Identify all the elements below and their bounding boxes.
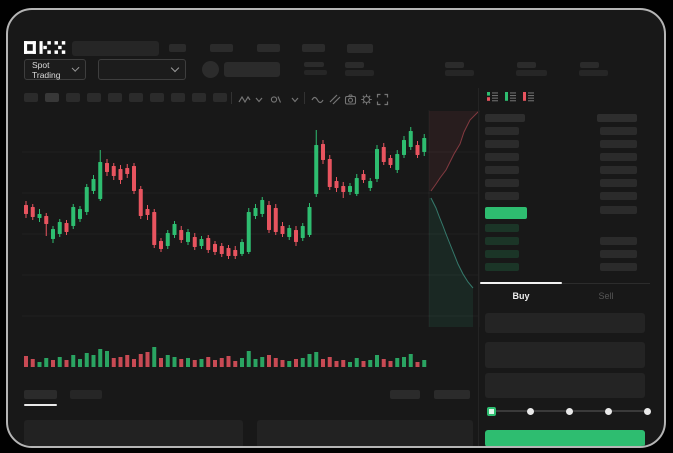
tab-sell[interactable]: Sell	[598, 291, 614, 301]
nav-item-placeholder[interactable]	[302, 44, 325, 52]
stat-value-placeholder	[345, 70, 374, 76]
price-chart[interactable]	[22, 110, 480, 372]
pair-icon-placeholder	[202, 61, 219, 78]
orderbook-bid-amount[interactable]	[600, 250, 637, 258]
chevron-down-icon	[170, 63, 180, 73]
chart-bottom-tab[interactable]	[70, 390, 102, 399]
chart-type-candles-icon[interactable]	[238, 93, 251, 106]
orderbook-bid-price[interactable]	[485, 263, 519, 271]
orderbook-header-price	[485, 114, 525, 122]
orderbook-ask-price[interactable]	[485, 192, 519, 200]
chart-footer-action-placeholder[interactable]	[390, 390, 420, 399]
orderbook-ask-amount[interactable]	[600, 127, 637, 135]
orderbook-asks-only-icon[interactable]	[522, 90, 535, 108]
stat-label-placeholder	[517, 62, 536, 68]
orderbook-last-price[interactable]	[485, 207, 527, 219]
orderbook-bid-price[interactable]	[485, 224, 519, 232]
slider-stop[interactable]	[643, 407, 651, 415]
topbar	[8, 16, 664, 56]
timeframe-button[interactable]	[213, 93, 227, 102]
slider-stop[interactable]	[565, 407, 573, 415]
orders-table-placeholder	[24, 420, 243, 446]
chart-bottom-tab-active[interactable]	[24, 390, 57, 399]
active-tab-underline	[24, 404, 57, 406]
timeframe-button[interactable]	[24, 93, 38, 102]
slider-handle[interactable]	[486, 406, 496, 416]
orderbook-ask-price[interactable]	[485, 127, 519, 135]
market-type-label: Spot Trading	[32, 59, 61, 80]
timeframe-button[interactable]	[129, 93, 143, 102]
timeframe-button[interactable]	[192, 93, 206, 102]
orderbook-both-sides-icon[interactable]	[486, 90, 499, 108]
chevron-down-icon[interactable]	[254, 95, 267, 108]
line-tool-icon[interactable]	[311, 93, 324, 106]
order-price-field[interactable]	[485, 313, 645, 333]
stat-value-placeholder	[579, 70, 608, 76]
order-amount-field[interactable]	[485, 342, 645, 368]
stat-label-placeholder	[345, 62, 364, 68]
orderbook-bid-amount[interactable]	[600, 263, 637, 271]
pair-selector[interactable]	[98, 59, 186, 80]
orderbook-ask-amount[interactable]	[600, 192, 637, 200]
slider-stop[interactable]	[526, 407, 534, 415]
orderbook-bids-only-icon[interactable]	[504, 90, 517, 108]
tab-buy[interactable]: Buy	[512, 291, 530, 301]
last-price-placeholder	[304, 62, 324, 67]
timeframe-button[interactable]	[87, 93, 101, 102]
nav-item-placeholder[interactable]	[210, 44, 233, 52]
orderbook-ask-amount[interactable]	[600, 206, 637, 214]
app-window: Spot Trading	[6, 8, 666, 448]
orderbook-ask-amount[interactable]	[600, 140, 637, 148]
orders-table-placeholder	[257, 420, 473, 446]
price-change-placeholder	[304, 70, 327, 75]
orderbook-ask-amount[interactable]	[600, 179, 637, 187]
global-search-placeholder[interactable]	[72, 41, 159, 56]
timeframe-button[interactable]	[171, 93, 185, 102]
nav-item-placeholder[interactable]	[169, 44, 186, 52]
indicators-icon[interactable]	[269, 93, 282, 106]
timeframe-button[interactable]	[108, 93, 122, 102]
orderbook-header-amount	[597, 114, 637, 122]
stat-value-placeholder	[445, 70, 474, 76]
orderbook-ask-amount[interactable]	[600, 153, 637, 161]
order-total-field[interactable]	[485, 373, 645, 398]
trade-tabs-divider	[480, 283, 650, 284]
camera-icon[interactable]	[344, 93, 357, 106]
okx-logo[interactable]	[24, 41, 66, 54]
pair-name-placeholder	[224, 62, 280, 77]
draw-tool-icon[interactable]	[328, 93, 341, 106]
orderbook-ask-amount[interactable]	[600, 166, 637, 174]
slider-stop[interactable]	[604, 407, 612, 415]
buy-tab-indicator	[480, 282, 562, 284]
chevron-down-icon[interactable]	[290, 95, 303, 108]
stat-label-placeholder	[580, 62, 599, 68]
orderbook-bid-amount[interactable]	[600, 237, 637, 245]
nav-item-placeholder[interactable]	[347, 44, 373, 53]
right-panel-divider	[478, 88, 479, 446]
orderbook-ask-price[interactable]	[485, 140, 519, 148]
market-type-selector[interactable]: Spot Trading	[24, 59, 86, 80]
fullscreen-icon[interactable]	[376, 93, 389, 106]
orderbook-ask-price[interactable]	[485, 179, 519, 187]
chart-footer-action-placeholder[interactable]	[434, 390, 470, 399]
orderbook-bid-price[interactable]	[485, 237, 519, 245]
orderbook-ask-price[interactable]	[485, 166, 519, 174]
timeframe-button[interactable]	[45, 93, 59, 102]
timeframe-button[interactable]	[66, 93, 80, 102]
stat-label-placeholder	[445, 62, 464, 68]
chart-settings-icon[interactable]	[360, 93, 373, 106]
buy-submit-button[interactable]	[485, 430, 645, 446]
stat-value-placeholder	[516, 70, 547, 76]
orderbook-ask-price[interactable]	[485, 153, 519, 161]
orderbook-bid-price[interactable]	[485, 250, 519, 258]
timeframe-button[interactable]	[150, 93, 164, 102]
nav-item-placeholder[interactable]	[257, 44, 280, 52]
